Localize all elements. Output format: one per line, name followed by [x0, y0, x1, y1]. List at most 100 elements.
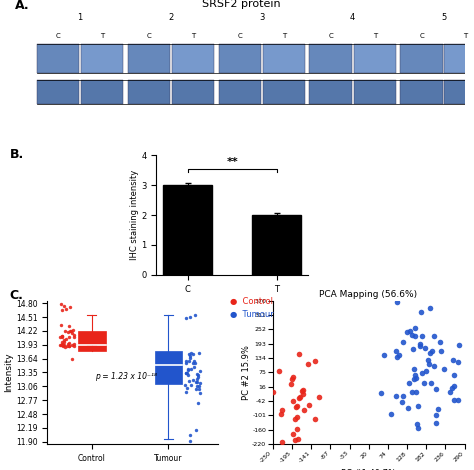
Point	[291, 415, 299, 423]
Text: T: T	[373, 33, 377, 39]
Bar	[219, 80, 261, 104]
Text: C.: C.	[9, 289, 23, 302]
Text: C: C	[237, 33, 242, 39]
Point	[294, 414, 301, 421]
Point	[405, 379, 413, 386]
Point	[292, 403, 300, 410]
Point	[69, 326, 77, 334]
Text: T: T	[282, 33, 286, 39]
Point	[58, 341, 65, 349]
Point	[190, 363, 197, 370]
Point	[56, 333, 64, 341]
Point	[289, 376, 296, 383]
Text: p = 1.23 x 10⁻¹⁸: p = 1.23 x 10⁻¹⁸	[95, 372, 157, 381]
Point	[311, 357, 319, 365]
Point	[182, 369, 190, 377]
Point	[416, 343, 424, 350]
Point	[195, 385, 203, 392]
Point	[60, 341, 68, 348]
Point	[300, 406, 308, 414]
Text: **: **	[227, 157, 238, 167]
Bar	[445, 80, 474, 104]
Point	[183, 384, 191, 392]
Point	[189, 376, 197, 384]
Point	[392, 392, 399, 400]
Point	[195, 383, 203, 390]
Point	[406, 328, 413, 335]
Text: SRSF2 protein: SRSF2 protein	[202, 0, 281, 9]
Point	[183, 369, 191, 377]
Point	[424, 357, 432, 364]
Point	[455, 397, 462, 404]
Point	[58, 338, 66, 346]
Bar	[172, 44, 214, 72]
Point	[189, 360, 197, 367]
Point	[59, 340, 66, 348]
Point	[441, 366, 448, 373]
Point	[293, 425, 301, 433]
Point	[187, 381, 194, 388]
Point	[409, 345, 417, 352]
Bar	[78, 331, 106, 351]
Point	[193, 370, 201, 378]
Point	[410, 365, 418, 373]
Point	[61, 302, 68, 309]
Point	[186, 354, 194, 362]
Point	[399, 338, 407, 345]
Point	[450, 382, 457, 390]
Point	[430, 332, 438, 340]
Point	[417, 308, 424, 316]
Point	[408, 388, 416, 396]
Point	[194, 374, 201, 381]
Bar	[172, 80, 214, 104]
Point	[414, 402, 421, 409]
Point	[194, 400, 202, 407]
Point	[68, 355, 76, 362]
Point	[59, 342, 67, 349]
Point	[57, 341, 64, 349]
Point	[60, 338, 68, 346]
Point	[70, 343, 78, 350]
Point	[451, 371, 458, 379]
Point	[449, 356, 456, 363]
Point	[278, 406, 286, 414]
Point	[269, 388, 277, 396]
Point	[190, 350, 197, 357]
Point	[56, 341, 64, 349]
Point	[63, 342, 71, 349]
Bar	[164, 185, 212, 275]
Point	[66, 303, 74, 311]
Point	[305, 401, 312, 409]
Point	[195, 349, 202, 356]
Bar	[128, 80, 170, 104]
Point	[293, 402, 301, 409]
Bar	[445, 44, 474, 72]
Point	[294, 435, 301, 443]
Text: B.: B.	[9, 148, 24, 161]
Point	[182, 359, 190, 367]
Bar	[81, 80, 123, 104]
Point	[192, 378, 200, 385]
Text: 3: 3	[259, 13, 264, 23]
Bar	[37, 44, 79, 72]
Point	[67, 328, 74, 335]
Point	[182, 389, 190, 396]
Text: 2: 2	[168, 13, 173, 23]
Text: 1: 1	[77, 13, 82, 23]
Point	[64, 340, 71, 348]
Text: C: C	[419, 33, 424, 39]
Point	[432, 411, 440, 419]
Point	[430, 362, 438, 370]
Point	[396, 351, 403, 359]
Point	[412, 388, 419, 396]
Point	[298, 387, 306, 395]
Point	[182, 358, 190, 365]
Point	[186, 352, 194, 360]
Point	[393, 298, 401, 306]
Point	[58, 332, 66, 339]
Point	[65, 342, 73, 349]
Point	[193, 378, 201, 385]
Point	[290, 397, 297, 404]
Point	[414, 424, 421, 432]
Text: T: T	[464, 33, 468, 39]
